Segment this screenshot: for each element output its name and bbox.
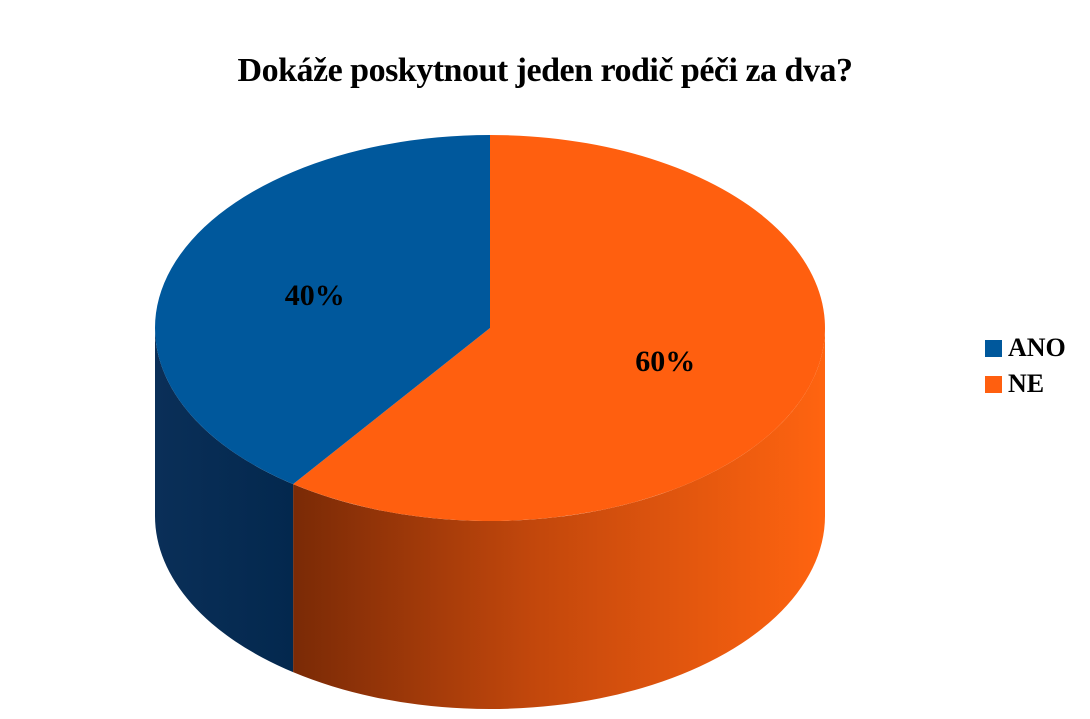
pie-slice-ne — [293, 135, 826, 521]
legend-label-ne: NE — [1008, 369, 1045, 398]
data-label-ne: 60% — [635, 345, 695, 378]
legend-item-ne: NE — [985, 366, 1066, 402]
legend-item-ano: ANO — [985, 330, 1066, 366]
legend-swatch-ne — [985, 375, 1002, 393]
legend-label-ano: ANO — [1008, 333, 1066, 362]
pie-sides — [155, 328, 826, 709]
pie-slice-ano — [155, 135, 490, 485]
pie-labels: 60% 40% — [285, 279, 695, 378]
pie-side-ano — [155, 328, 294, 673]
pie-tops — [155, 135, 826, 521]
legend-swatch-ano — [985, 339, 1002, 357]
legend: ANO NE — [985, 330, 1066, 402]
chart-title: Dokáže poskytnout jeden rodič péči za dv… — [237, 52, 853, 89]
pie-side-ne — [293, 328, 826, 709]
data-label-ano: 40% — [285, 279, 345, 312]
